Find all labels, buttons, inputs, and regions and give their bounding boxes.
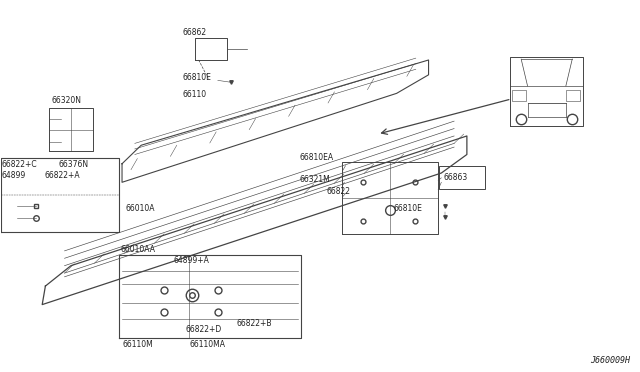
Text: 66321M: 66321M (300, 175, 330, 184)
Text: 66822+C: 66822+C (1, 160, 37, 169)
Bar (566, 90, 580, 101)
Text: 66320N: 66320N (52, 96, 82, 105)
Text: 66110MA: 66110MA (189, 340, 225, 349)
Text: 64899: 64899 (1, 171, 26, 180)
Text: 66862: 66862 (182, 28, 207, 37)
Text: 66810E: 66810E (394, 204, 422, 213)
Text: 66810E: 66810E (182, 73, 212, 82)
Text: 66822: 66822 (326, 187, 350, 196)
Text: 66110M: 66110M (122, 340, 153, 349)
Text: 66010A: 66010A (125, 204, 155, 213)
Text: 66810EA: 66810EA (300, 153, 333, 161)
Text: 66863: 66863 (444, 173, 467, 182)
Text: 66376N: 66376N (58, 160, 88, 169)
Text: 66822+D: 66822+D (186, 325, 222, 334)
Text: 64899+A: 64899+A (173, 256, 209, 264)
Text: 66010AA: 66010AA (121, 245, 156, 254)
Text: J660009H: J660009H (589, 356, 630, 365)
Text: 66822+B: 66822+B (237, 319, 273, 328)
Bar (512, 90, 526, 101)
Text: 66110: 66110 (182, 90, 207, 99)
Text: 66822+A: 66822+A (44, 171, 80, 180)
